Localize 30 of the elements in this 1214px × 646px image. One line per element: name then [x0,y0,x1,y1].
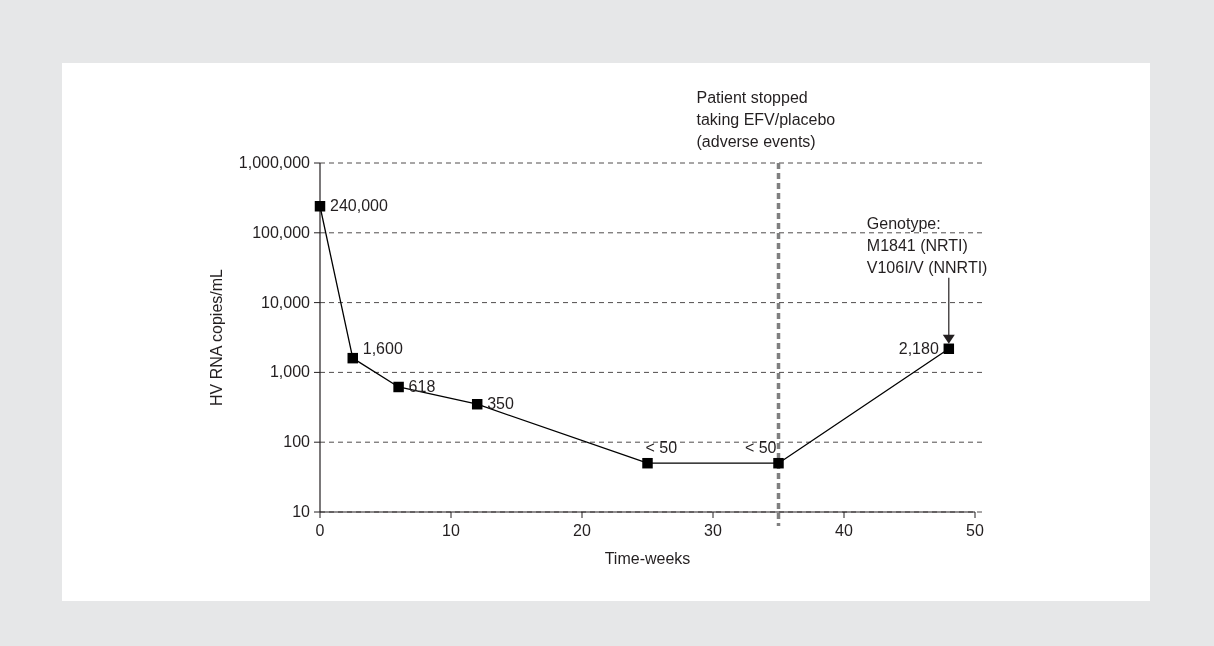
data-label: 618 [408,377,436,395]
y-tick-label: 1,000,000 [238,154,311,171]
point [393,381,404,393]
x-tick-label: 40 [835,522,853,539]
point [773,457,784,469]
data-label: 350 [487,395,514,413]
point [642,457,653,469]
y-tick-label: 1,000 [269,363,311,381]
y-tick-label: 100 [283,433,311,451]
x-tick-label: 10 [442,522,460,539]
point [314,201,326,212]
data-label: < 50 [744,439,777,457]
x-axis-title: Time-weeks [604,550,691,567]
y-axis-title: HV RNA copies/mL [208,268,225,406]
ref-line-label: Patient stopped taking EFV/placebo (adverse events) [696,89,836,150]
data-label: < 50 [645,439,678,457]
x-tick-label: 50 [966,522,984,539]
y-tick-label: 100,000 [252,223,311,241]
y-tick-label: 10 [292,503,311,520]
point [347,352,358,364]
y-tick-label: 10,000 [261,293,311,311]
point [471,398,483,410]
data-label: 240,000 [330,197,388,215]
annotation: Genotype: M1841 (NRTI) V106I/V (NNRTI) [866,214,988,276]
data-label: 2,180 [898,339,939,357]
data-label: 1,600 [362,340,403,358]
x-tick-label: 0 [315,522,325,539]
x-tick-label: 30 [704,522,722,539]
x-tick-label: 20 [573,522,591,539]
point [943,343,955,355]
